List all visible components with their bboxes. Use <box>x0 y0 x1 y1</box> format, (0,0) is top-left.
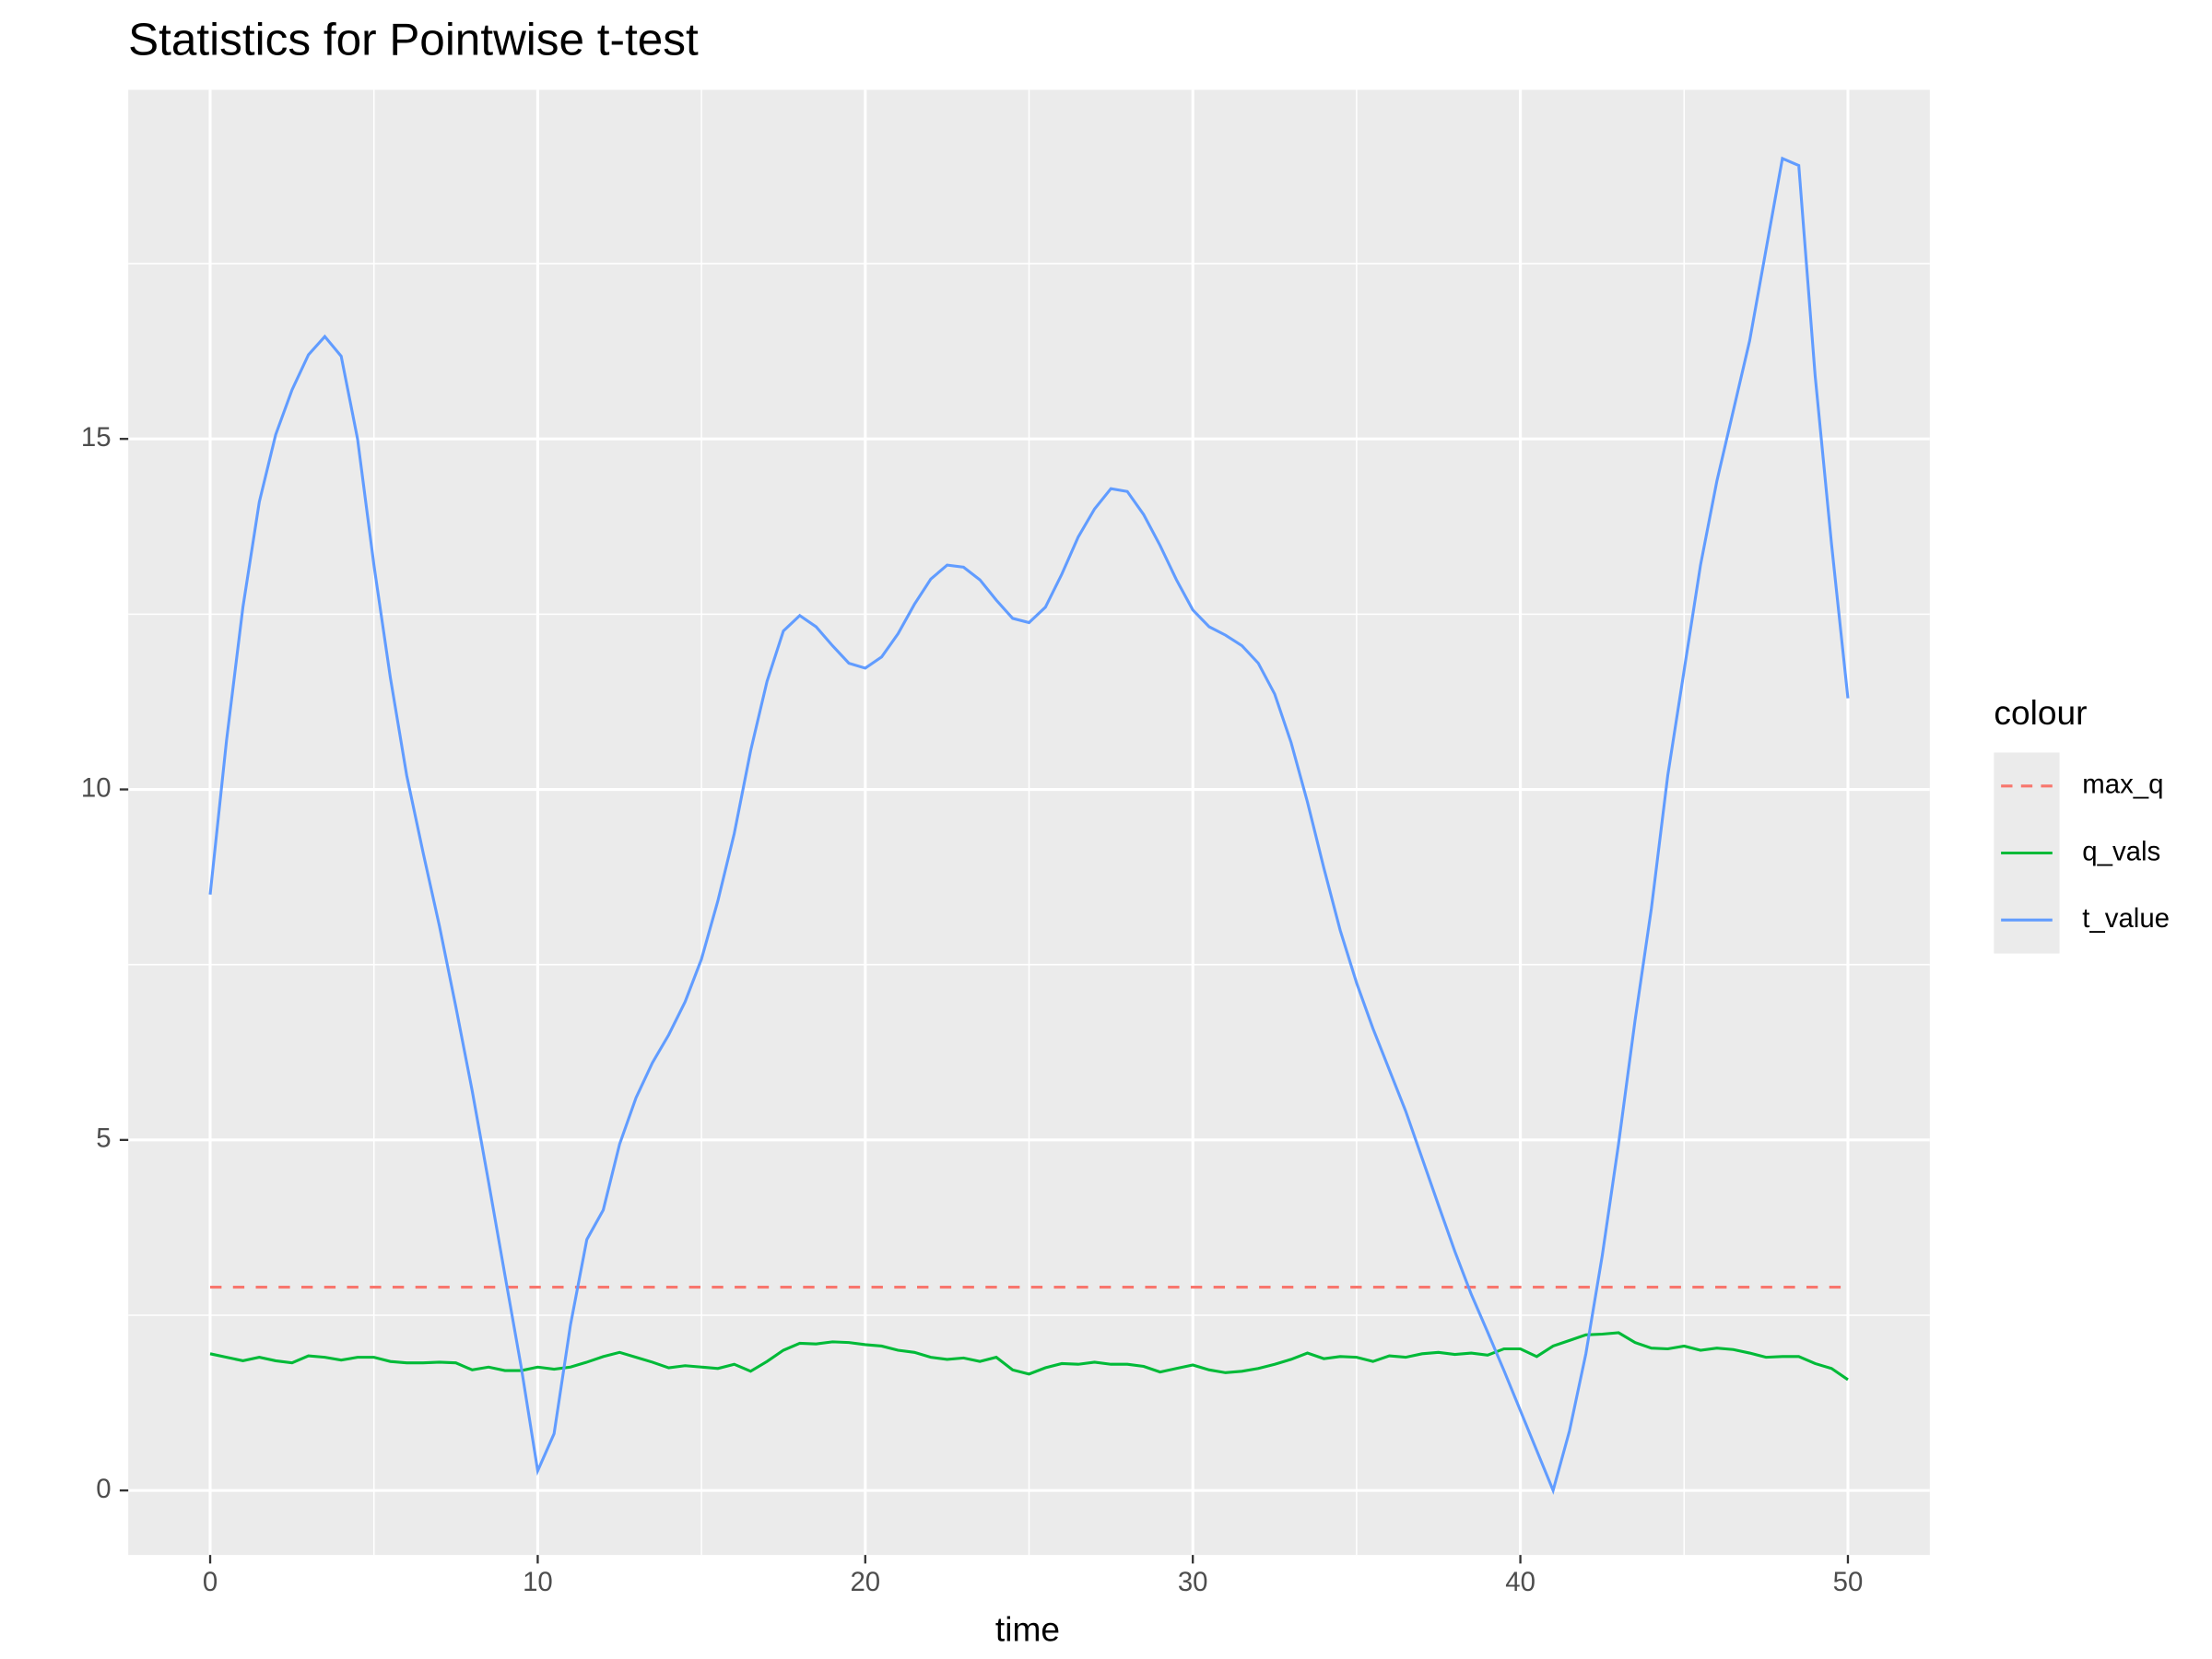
series-line <box>209 1331 1849 1382</box>
y-tick-label: 5 <box>96 1124 111 1154</box>
series-line <box>208 156 1850 1495</box>
x-tick-label: 40 <box>1505 1567 1535 1597</box>
legend-label: t_value <box>2082 903 2170 934</box>
chart-title: Statistics for Pointwise t-test <box>128 14 699 65</box>
x-tick-label: 30 <box>1178 1567 1208 1597</box>
x-tick-label: 10 <box>523 1567 553 1597</box>
x-axis-label: time <box>995 1609 1060 1648</box>
legend-label: max_q <box>2082 770 2163 800</box>
x-tick-label: 50 <box>1833 1567 1864 1597</box>
x-tick-label: 20 <box>850 1567 880 1597</box>
legend-title: colour <box>1994 693 2087 732</box>
y-tick-label: 10 <box>81 772 112 803</box>
legend-label: q_vals <box>2082 836 2160 866</box>
x-tick-label: 0 <box>203 1567 218 1597</box>
y-tick-label: 0 <box>96 1474 111 1504</box>
y-tick-label: 15 <box>81 422 112 453</box>
